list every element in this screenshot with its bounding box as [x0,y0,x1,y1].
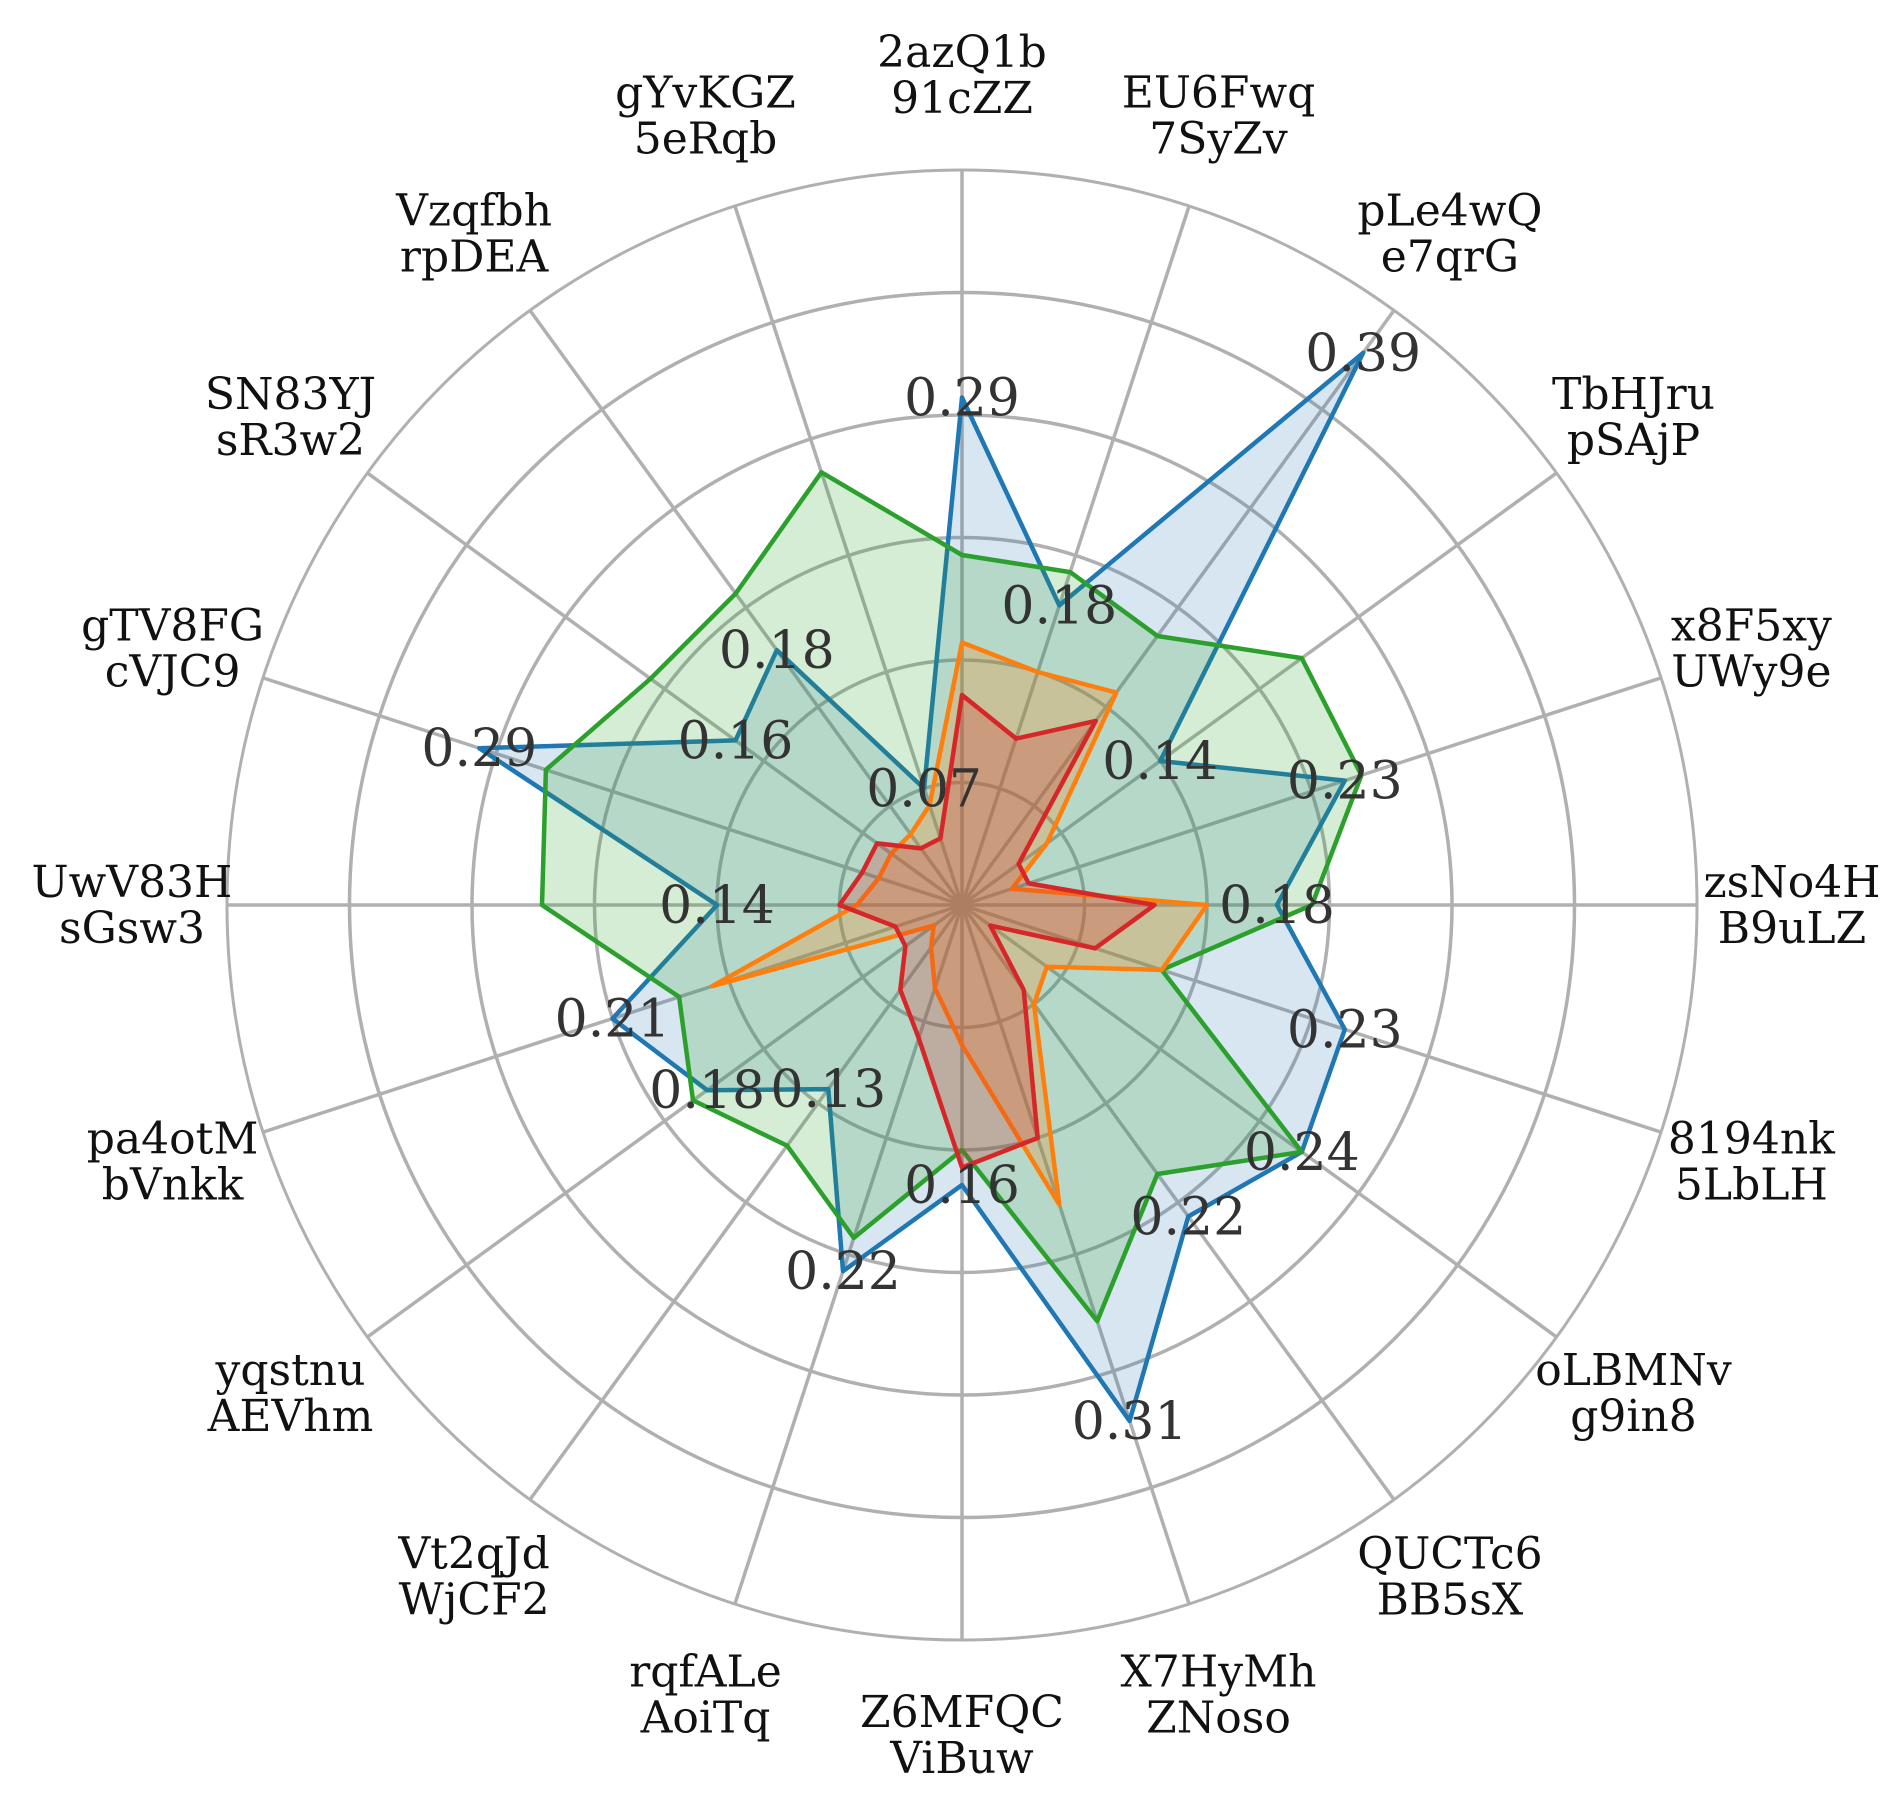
value-label: 0.14 [659,876,775,936]
category-label: yqstnu AEVhm [207,1345,374,1442]
value-label: 0.18 [1219,876,1335,936]
spoke-18 [528,309,964,907]
value-labels: 0.290.180.390.14 0.230.180.230.240.220.31… [421,324,1421,1452]
value-label: 0.22 [1130,1188,1246,1248]
category-label: SN83YJ sR3w2 [205,369,376,466]
spoke-7 [960,903,1558,1339]
category-label: oLBMNv g9in8 [1535,1345,1732,1442]
series-layer [477,350,1366,1424]
value-label: 0.14 [1102,732,1218,792]
value-label: 0.29 [904,369,1020,429]
spoke-17 [366,471,964,907]
value-label: 0.21 [555,990,671,1050]
category-label: Z6MFQC ViBuw [860,1687,1064,1784]
spoke-13 [366,903,964,1339]
category-label: Vzqfbh rpDEA [395,186,552,283]
series-3-area [839,695,1155,1168]
spoke-3 [960,471,1558,907]
category-label: 2azQ1b 91cZZ [877,27,1047,124]
category-label: TbHJru pSAjP [1552,369,1715,466]
series-3-line [837,692,1157,1170]
category-label: QUCTc6 BB5sX [1357,1529,1542,1626]
category-label: EU6Fwq 7SyZv [1122,68,1316,165]
value-label: 0.16 [678,711,794,771]
spoke-16 [262,676,963,907]
value-label: 0.22 [785,1242,901,1302]
value-label: 0.16 [904,1156,1020,1216]
series-0-line [477,350,1366,1424]
value-label: 0.18 [649,1061,765,1121]
category-label: zsNo4H B9uLZ [1703,857,1880,954]
spoke-12 [528,903,964,1501]
series-2-line [710,640,1210,1207]
value-label: 0.23 [1287,1000,1403,1060]
value-label: 0.13 [770,1060,886,1120]
series-2-area [712,642,1207,1205]
category-label: Vt2qJd WjCF2 [397,1529,549,1626]
value-label: 0.31 [1072,1392,1188,1452]
category-label: 8194nk 5LbLH [1668,1114,1835,1211]
value-label: 0.18 [1001,576,1117,636]
category-label: pa4otM bVnkk [87,1114,259,1211]
spoke-1 [960,205,1191,906]
value-label: 0.24 [1244,1123,1360,1183]
category-label: gTV8FG cVJC9 [81,601,264,698]
category-label: X7HyMh ZNoso [1121,1646,1317,1743]
grid-spokes [227,170,1697,1640]
spoke-9 [960,904,1191,1605]
spoke-4 [961,676,1662,907]
spoke-11 [733,904,964,1605]
value-label: 0.39 [1305,324,1421,384]
value-label: 0.23 [1287,752,1403,812]
value-label: 0.29 [421,719,537,779]
series-1-line [539,470,1364,1324]
spoke-2 [960,309,1396,907]
category-label: rqfALe AoiTq [629,1646,782,1743]
series-1-area [542,472,1362,1322]
category-label: UwV83H sGsw3 [32,857,233,954]
category-label: x8F5xy UWy9e [1671,601,1832,698]
category-label: gYvKGZ 5eRqb [615,68,796,165]
value-label: 0.18 [719,621,835,681]
category-label: pLe4wQ e7qrG [1357,186,1542,283]
series-0-area [479,352,1364,1421]
value-label: 0.07 [866,760,982,820]
